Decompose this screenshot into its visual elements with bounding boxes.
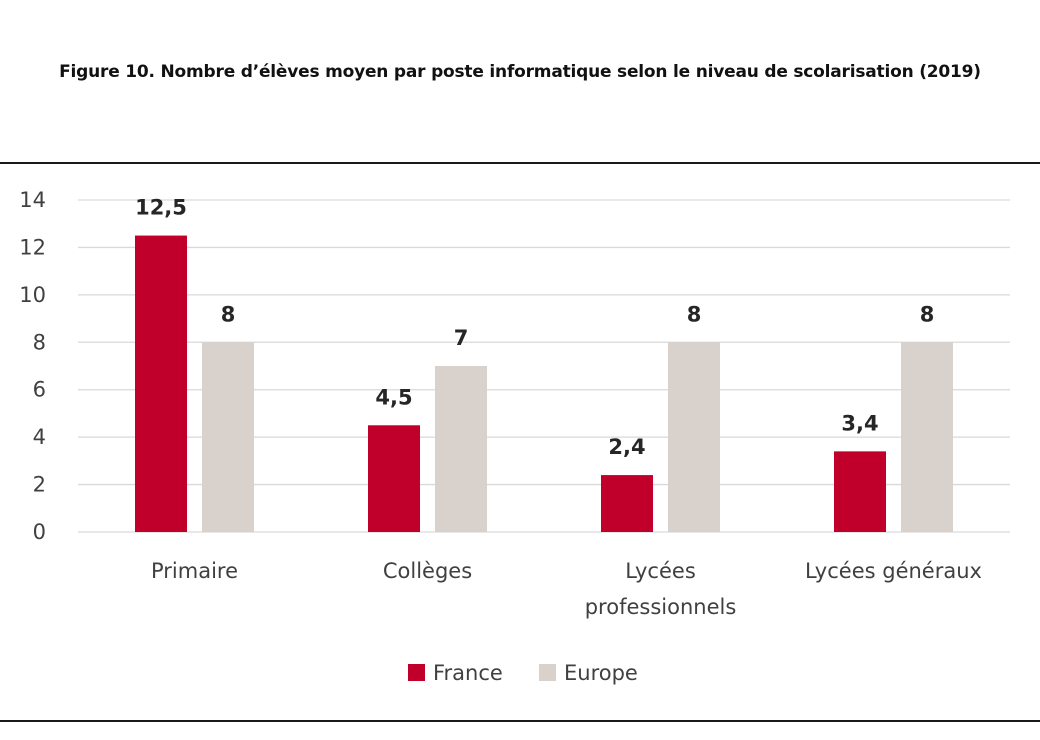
y-tick-label: 10 bbox=[19, 283, 46, 307]
data-label: 12,5 bbox=[135, 196, 187, 220]
bar-france bbox=[834, 451, 886, 532]
data-label: 2,4 bbox=[608, 435, 645, 459]
y-tick-label: 12 bbox=[19, 235, 46, 259]
category-labels: Primaire Collèges Lycées professionnels Lycé… bbox=[151, 559, 982, 619]
data-labels: 12,5 8 4,5 7 2,4 8 3,4 8 bbox=[135, 196, 934, 460]
bar-europe bbox=[901, 342, 953, 532]
y-tick-label: 8 bbox=[33, 330, 46, 354]
legend: France Europe bbox=[408, 661, 638, 685]
category-label: Collèges bbox=[383, 559, 472, 583]
category-label: Primaire bbox=[151, 559, 238, 583]
bar-france bbox=[601, 475, 653, 532]
top-rule bbox=[0, 162, 1040, 164]
bar-france bbox=[135, 235, 187, 533]
data-label: 7 bbox=[454, 326, 469, 350]
data-label: 4,5 bbox=[375, 385, 412, 409]
y-tick-label: 2 bbox=[33, 473, 46, 497]
bar-europe bbox=[668, 342, 720, 532]
data-label: 8 bbox=[920, 302, 935, 326]
bar-europe bbox=[435, 366, 487, 532]
category-label: Lycées généraux bbox=[805, 559, 982, 583]
data-label: 8 bbox=[221, 302, 236, 326]
y-tick-label: 14 bbox=[19, 188, 46, 212]
y-tick-label: 4 bbox=[33, 425, 46, 449]
figure-title: Figure 10. Nombre d’élèves moyen par pos… bbox=[59, 62, 981, 82]
bottom-rule bbox=[0, 720, 1040, 722]
legend-label-france: France bbox=[433, 661, 503, 685]
y-axis-tick-labels: 0 2 4 6 8 10 12 14 bbox=[19, 188, 46, 544]
data-label: 3,4 bbox=[841, 411, 878, 435]
y-tick-label: 6 bbox=[33, 378, 46, 402]
legend-swatch-europe bbox=[539, 664, 556, 681]
bars bbox=[135, 235, 953, 533]
legend-label-europe: Europe bbox=[564, 661, 638, 685]
bar-europe bbox=[202, 342, 254, 532]
category-label: professionnels bbox=[585, 595, 737, 619]
legend-swatch-france bbox=[408, 664, 425, 681]
category-label: Lycées bbox=[625, 559, 696, 583]
data-label: 8 bbox=[687, 302, 702, 326]
y-tick-label: 0 bbox=[33, 520, 46, 544]
bar-france bbox=[368, 425, 420, 532]
